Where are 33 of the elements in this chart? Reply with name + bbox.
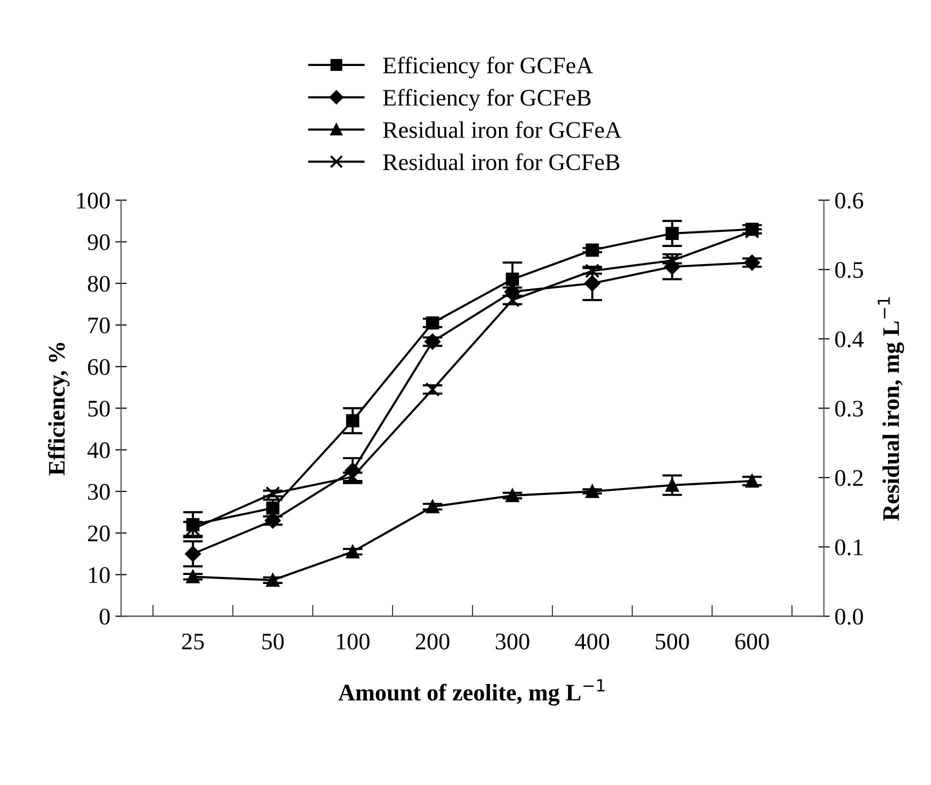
x-tick-label: 600 <box>735 634 769 650</box>
y-tick-label: 0 <box>100 608 110 625</box>
x-axis-title: Amount of zeolite, mg L$^{−1}$ <box>338 679 604 706</box>
y2-tick-label: 0.4 <box>835 331 864 348</box>
x-tick-label: 25 <box>182 634 204 650</box>
legend-label: Efficiency for GCFeA <box>383 56 593 78</box>
y-tick-label: 10 <box>89 567 110 584</box>
y2-tick-label: 0.3 <box>835 400 863 417</box>
y-tick-label: 20 <box>88 526 110 542</box>
x-tick-label: 500 <box>656 634 689 650</box>
y-tick-label: 60 <box>88 359 110 376</box>
y-tick-label: 80 <box>88 276 110 292</box>
y2-tick-label: 0.1 <box>835 539 862 556</box>
legend-label: Residual iron for GCFeA <box>383 121 622 138</box>
x-tick-label: 200 <box>416 634 450 650</box>
x-tick-label: 300 <box>496 634 530 650</box>
y-tick-label: 100 <box>77 192 110 209</box>
legend-label: Efficiency for GCFeB <box>383 88 591 111</box>
y2-tick-label: 0.2 <box>835 470 863 486</box>
x-tick-label: 50 <box>262 634 284 650</box>
y-tick-label: 50 <box>88 400 110 417</box>
y-tick-label: 70 <box>88 317 110 334</box>
y2-tick-label: 0.5 <box>835 262 863 278</box>
y-tick-label: 30 <box>88 484 110 500</box>
y-tick-label: 90 <box>88 234 110 250</box>
legend-label: Residual iron for GCFeB <box>383 153 620 170</box>
x-tick-label: 100 <box>337 634 370 650</box>
y-tick-label: 40 <box>87 442 110 458</box>
y-axis-title: Efficiency, % <box>48 342 70 476</box>
x-tick-label: 400 <box>575 634 610 650</box>
y2-tick-label: 0.6 <box>835 192 864 209</box>
y2-tick-label: 0.0 <box>835 608 863 625</box>
y2-axis-title: Residual iron, mg L$^{−1}$ <box>878 297 904 521</box>
